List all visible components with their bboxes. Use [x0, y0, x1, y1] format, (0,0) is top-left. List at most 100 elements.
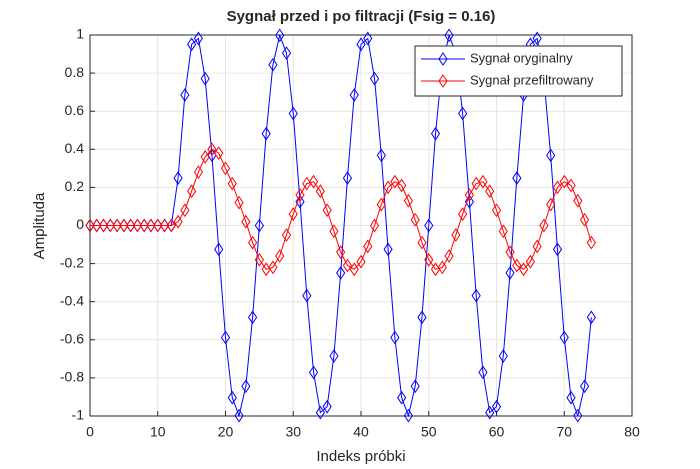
marker	[315, 405, 325, 420]
marker	[241, 379, 251, 394]
marker	[376, 148, 386, 163]
marker	[586, 310, 596, 325]
marker	[288, 106, 298, 121]
marker	[478, 365, 488, 380]
marker	[119, 218, 129, 233]
marker	[139, 218, 149, 233]
marker	[376, 197, 386, 212]
marker	[159, 218, 170, 233]
marker	[566, 178, 576, 193]
marker	[105, 218, 115, 233]
marker	[491, 203, 502, 218]
x-tick-label: 80	[624, 424, 640, 440]
x-tick-label: 40	[353, 424, 369, 440]
y-tick-label: 0.2	[65, 178, 85, 194]
marker	[546, 148, 556, 163]
x-tick-label: 60	[489, 424, 505, 440]
legend-box	[414, 45, 623, 97]
marker	[295, 194, 305, 209]
marker	[410, 379, 420, 394]
marker	[369, 218, 380, 233]
marker	[586, 235, 596, 250]
marker	[566, 390, 576, 405]
marker	[112, 218, 122, 233]
marker	[505, 245, 515, 260]
y-tick-label: 1	[76, 26, 84, 42]
marker	[546, 197, 556, 212]
marker	[302, 288, 312, 303]
marker	[342, 171, 353, 185]
marker	[512, 258, 522, 273]
y-tick-label: -0.2	[60, 254, 84, 270]
x-tick-label: 10	[150, 424, 166, 440]
marker	[241, 214, 251, 229]
legend-label: Sygnał oryginalny	[470, 50, 573, 65]
y-tick-label: 0	[76, 216, 84, 232]
marker	[383, 242, 393, 257]
marker	[356, 37, 366, 52]
marker	[539, 218, 549, 233]
marker	[227, 390, 237, 405]
marker	[349, 88, 359, 102]
marker	[126, 218, 136, 233]
marker	[187, 37, 197, 52]
y-tick-label: 0.8	[65, 64, 85, 80]
marker	[322, 399, 332, 414]
marker	[383, 180, 393, 195]
y-tick-label: -0.6	[60, 331, 84, 347]
marker	[187, 184, 197, 199]
marker	[98, 218, 109, 233]
marker	[207, 142, 217, 157]
marker	[220, 330, 231, 345]
legend-marker	[438, 74, 448, 88]
marker	[254, 252, 264, 267]
marker	[552, 180, 563, 195]
marker	[573, 193, 583, 208]
y-tick-label: -0.8	[60, 369, 84, 385]
marker	[132, 218, 143, 233]
marker	[349, 262, 359, 277]
marker	[573, 408, 583, 423]
marker	[512, 171, 522, 185]
marker	[247, 310, 258, 325]
marker	[464, 188, 475, 202]
marker	[268, 260, 278, 275]
marker	[505, 266, 515, 280]
y-tick-label: -0.4	[60, 292, 84, 308]
x-tick-label: 70	[556, 424, 572, 440]
marker	[552, 242, 563, 257]
marker	[220, 161, 231, 176]
legend-marker	[438, 52, 448, 66]
marker	[410, 212, 420, 227]
marker	[363, 31, 373, 46]
marker	[451, 228, 461, 242]
marker	[417, 310, 427, 325]
y-tick-label: 0.4	[65, 140, 85, 156]
marker	[281, 46, 292, 60]
marker	[166, 218, 176, 233]
marker	[295, 188, 305, 202]
marker	[424, 218, 434, 233]
marker	[485, 184, 495, 199]
marker	[478, 174, 488, 189]
marker	[464, 194, 475, 209]
marker	[579, 212, 590, 227]
marker	[369, 71, 380, 86]
marker	[485, 405, 495, 420]
y-tick-label: -1	[72, 407, 85, 423]
marker	[275, 28, 285, 43]
marker	[363, 239, 373, 254]
marker	[200, 150, 210, 164]
marker	[214, 146, 224, 161]
marker	[146, 218, 156, 233]
marker	[525, 254, 535, 269]
marker	[268, 57, 278, 72]
marker	[458, 207, 468, 221]
marker	[288, 207, 298, 221]
x-axis-label: Indeks próbki	[316, 448, 405, 465]
x-tick-label: 20	[218, 424, 234, 440]
marker	[329, 224, 339, 239]
marker	[342, 258, 353, 273]
marker	[498, 224, 508, 239]
marker	[444, 28, 454, 43]
